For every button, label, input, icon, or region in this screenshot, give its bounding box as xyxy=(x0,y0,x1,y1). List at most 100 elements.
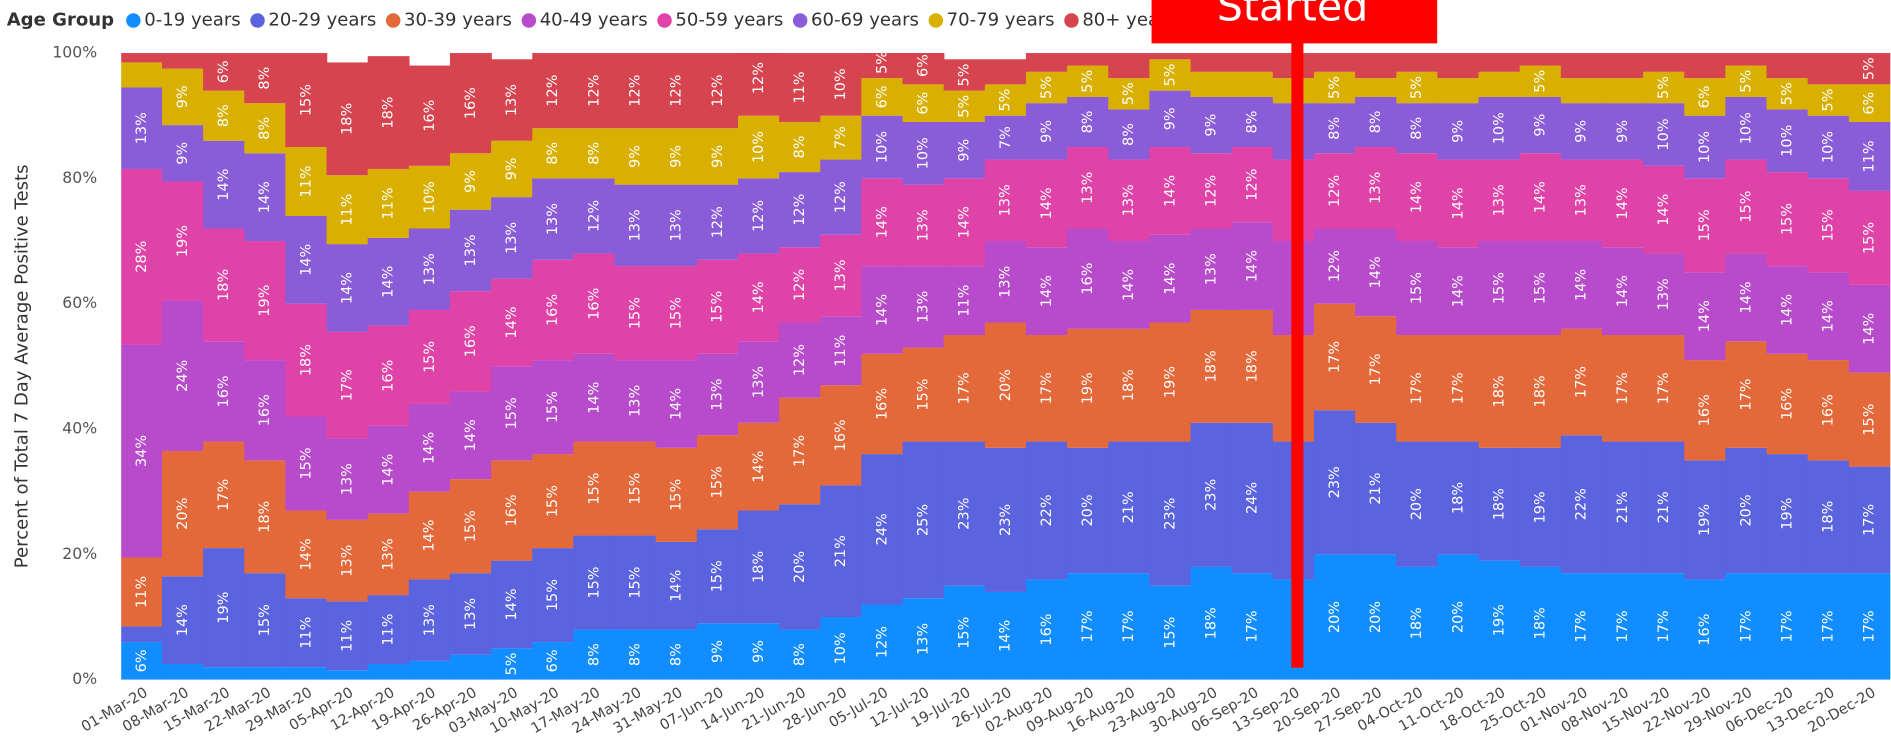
data-label: 12% xyxy=(751,200,767,232)
data-label: 9% xyxy=(463,170,479,193)
area-segment xyxy=(203,548,245,668)
data-label: 14% xyxy=(1368,256,1384,288)
area-segment xyxy=(532,178,575,260)
area-segment xyxy=(943,441,986,586)
area-segment xyxy=(367,237,410,326)
data-label: 15% xyxy=(710,466,726,498)
area-segment xyxy=(285,215,328,304)
area-segment xyxy=(696,529,739,624)
area-segment xyxy=(1643,335,1685,442)
data-label: 19% xyxy=(1697,504,1713,536)
data-label: 12% xyxy=(545,75,561,107)
area-segment xyxy=(1560,241,1603,329)
data-label: 14% xyxy=(298,538,314,570)
area-segment xyxy=(326,519,369,602)
data-label: 11% xyxy=(833,335,849,367)
area-segment xyxy=(573,629,616,680)
area-segment xyxy=(861,454,904,605)
legend-marker xyxy=(385,13,401,28)
area-segment xyxy=(984,115,1027,160)
area-segment xyxy=(1067,65,1109,97)
area-segment xyxy=(1067,328,1109,448)
area-segment xyxy=(408,660,451,680)
data-label: 16% xyxy=(463,87,479,119)
data-label: 18% xyxy=(381,96,397,128)
data-label: 9% xyxy=(710,145,726,168)
data-label: 11% xyxy=(298,617,314,649)
area-segment xyxy=(285,667,328,680)
area-segment xyxy=(1108,573,1151,680)
area-segment xyxy=(491,59,533,141)
area-segment xyxy=(861,266,904,354)
area-segment xyxy=(1396,71,1439,104)
area-segment xyxy=(285,53,328,148)
data-label: 13% xyxy=(504,222,520,254)
data-label: 12% xyxy=(586,75,602,107)
area-segment xyxy=(1025,441,1068,580)
area-segment xyxy=(1190,228,1233,310)
legend-label: 20-29 years xyxy=(268,9,376,30)
area-segment xyxy=(532,454,575,549)
data-label: 17% xyxy=(1450,372,1466,404)
data-label: 19% xyxy=(257,284,273,316)
area-segment xyxy=(1396,53,1439,72)
area-segment xyxy=(1725,65,1768,97)
data-label: 5% xyxy=(998,89,1014,112)
data-label: 13% xyxy=(915,291,931,323)
area-segment xyxy=(1643,253,1685,336)
data-label: 5% xyxy=(1656,76,1672,99)
area-segment xyxy=(737,422,780,511)
area-segment xyxy=(203,341,245,442)
data-label: 15% xyxy=(627,472,643,504)
area-segment xyxy=(614,266,657,361)
area-segment xyxy=(696,128,739,185)
data-label: 5% xyxy=(1821,89,1837,112)
area-segment xyxy=(1396,335,1439,442)
data-label: 11% xyxy=(339,620,355,652)
area-segment xyxy=(902,598,945,680)
area-segment xyxy=(1108,441,1151,574)
data-label: 15% xyxy=(957,617,973,649)
area-segment xyxy=(943,266,986,336)
data-label: 15% xyxy=(915,378,931,410)
area-segment xyxy=(779,53,821,122)
area-segment xyxy=(984,59,1027,85)
data-label: 10% xyxy=(1491,112,1507,144)
data-label: 16% xyxy=(1821,394,1837,426)
area-segment xyxy=(1478,53,1521,72)
data-label: 14% xyxy=(257,181,273,213)
area-segment xyxy=(408,65,451,166)
area-segment xyxy=(1725,573,1768,680)
area-segment xyxy=(1478,560,1521,680)
data-label: 16% xyxy=(545,294,561,326)
area-segment xyxy=(408,228,451,310)
area-segment xyxy=(1396,441,1439,567)
data-label: 9% xyxy=(627,145,643,168)
data-label: 17% xyxy=(1327,341,1343,373)
area-segment xyxy=(1355,554,1397,680)
area-segment xyxy=(820,159,863,235)
data-label: 13% xyxy=(710,378,726,410)
area-segment xyxy=(573,53,616,129)
area-segment xyxy=(1519,447,1562,567)
data-label: 15% xyxy=(586,566,602,598)
data-label: 17% xyxy=(1738,610,1754,642)
area-segment xyxy=(1067,447,1109,574)
area-segment xyxy=(779,397,821,505)
data-label: 14% xyxy=(381,266,397,298)
data-label: 12% xyxy=(751,62,767,94)
data-label: 19% xyxy=(1533,491,1549,523)
data-label: 13% xyxy=(751,366,767,398)
data-label: 23% xyxy=(1203,479,1219,511)
area-segment xyxy=(1149,234,1192,323)
data-label: 9% xyxy=(669,145,685,168)
area-segment xyxy=(1478,447,1521,561)
area-segment xyxy=(737,253,780,342)
area-segment xyxy=(449,291,492,392)
data-label: 17% xyxy=(957,372,973,404)
area-segment xyxy=(121,53,163,63)
area-segment xyxy=(1601,247,1644,336)
data-label: 18% xyxy=(1409,607,1425,639)
area-segment xyxy=(1807,115,1850,179)
data-label: 10% xyxy=(833,68,849,100)
